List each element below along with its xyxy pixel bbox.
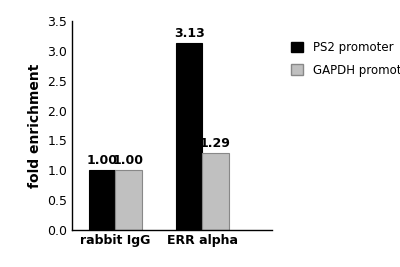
- Legend: PS2 promoter, GAPDH promoter: PS2 promoter, GAPDH promoter: [288, 38, 400, 80]
- Text: 1.29: 1.29: [200, 137, 231, 150]
- Bar: [176, 43, 202, 230]
- Y-axis label: fold enrichment: fold enrichment: [28, 63, 42, 188]
- Bar: [89, 170, 116, 230]
- Bar: [116, 170, 142, 230]
- Text: 1.00: 1.00: [113, 154, 144, 167]
- Bar: [202, 153, 228, 230]
- Text: 1.00: 1.00: [87, 154, 118, 167]
- Text: 3.13: 3.13: [174, 28, 205, 40]
